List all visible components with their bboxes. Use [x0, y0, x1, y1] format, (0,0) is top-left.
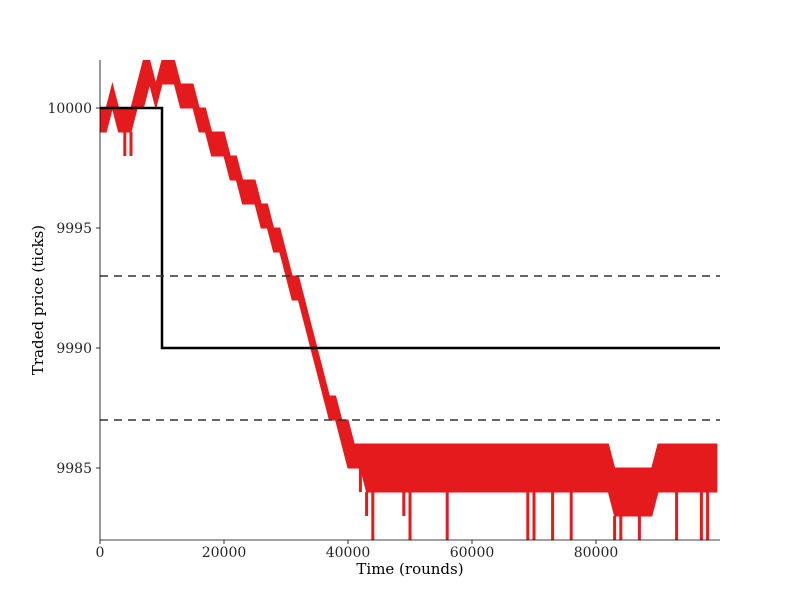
x-tick-label: 40000 — [326, 545, 371, 561]
step-line-line — [100, 106, 720, 350]
x-tick-label: 80000 — [574, 545, 619, 561]
x-axis-title: Time (rounds) — [356, 560, 463, 578]
traded-price-band — [100, 60, 718, 517]
y-axis-title: Traded price (ticks) — [29, 225, 47, 375]
series-layer — [100, 60, 720, 540]
x-tick-label: 0 — [96, 545, 105, 561]
x-tick-label: 20000 — [202, 545, 247, 561]
y-tick-label: 9990 — [56, 341, 92, 357]
x-tick-label: 60000 — [450, 545, 495, 561]
y-tick-label: 9995 — [56, 221, 92, 237]
y-tick-label: 9985 — [56, 461, 92, 477]
y-tick-label: 10000 — [47, 101, 92, 117]
ticks-layer: 0 20000 40000 60000 80000 9985 9990 9995 10000 — [47, 101, 618, 561]
axes-layer — [99, 60, 720, 541]
